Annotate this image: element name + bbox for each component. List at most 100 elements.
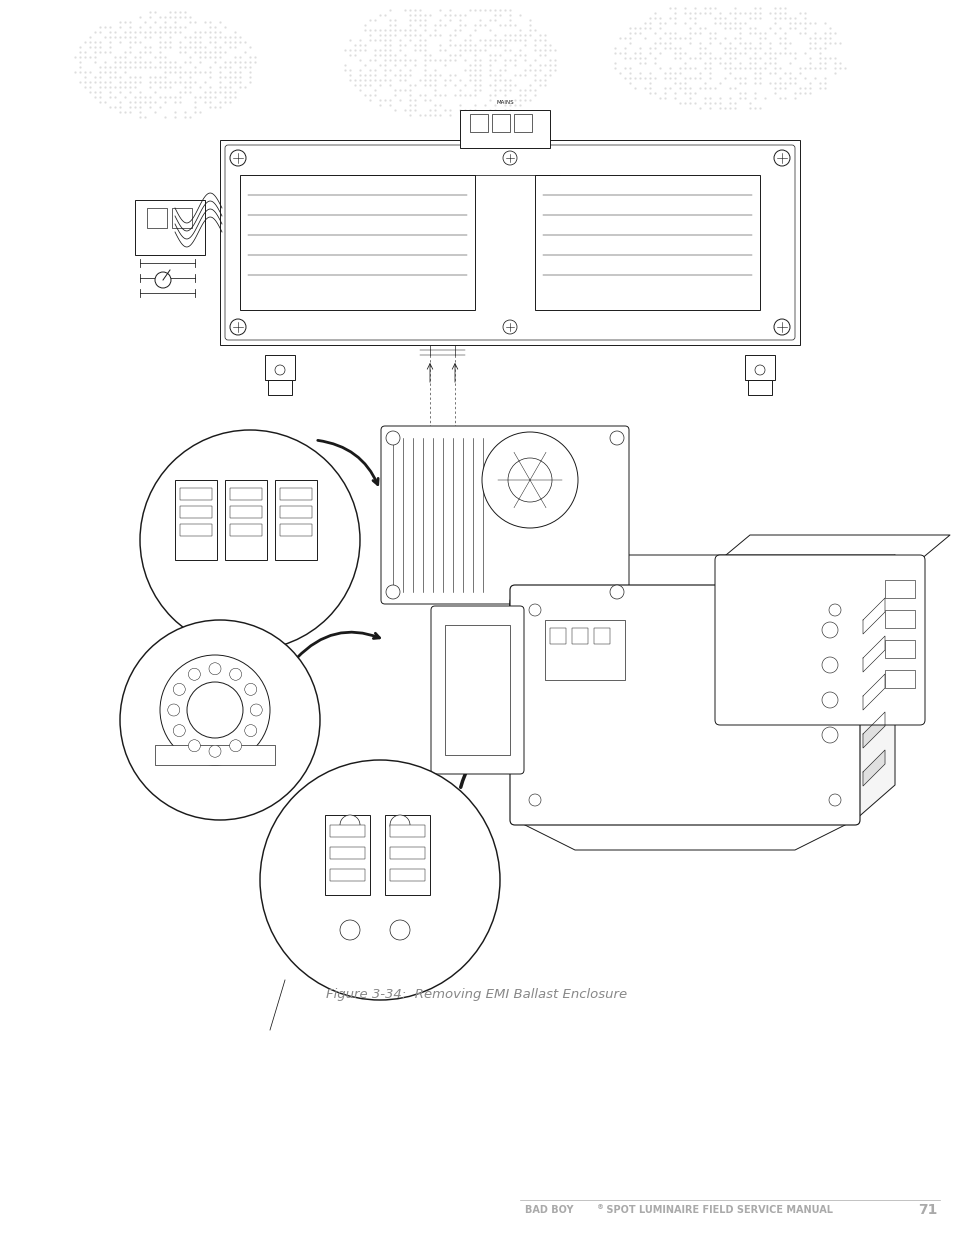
Bar xyxy=(280,506,312,517)
Polygon shape xyxy=(862,750,884,785)
Polygon shape xyxy=(720,535,949,559)
Text: 71: 71 xyxy=(918,1203,937,1216)
Circle shape xyxy=(754,366,764,375)
Circle shape xyxy=(187,682,243,739)
Polygon shape xyxy=(862,713,884,748)
Bar xyxy=(459,110,550,148)
Bar xyxy=(330,825,365,837)
Circle shape xyxy=(821,727,837,743)
Bar xyxy=(274,480,316,559)
Circle shape xyxy=(168,704,179,716)
Circle shape xyxy=(529,604,540,616)
Bar xyxy=(572,629,587,643)
Bar xyxy=(884,580,914,598)
Bar xyxy=(884,640,914,658)
Circle shape xyxy=(120,620,319,820)
Circle shape xyxy=(507,458,552,501)
Circle shape xyxy=(390,815,410,835)
Bar xyxy=(325,815,370,895)
Circle shape xyxy=(230,149,246,165)
Circle shape xyxy=(339,815,359,835)
Bar xyxy=(154,745,274,764)
Bar xyxy=(180,524,212,536)
Circle shape xyxy=(245,725,256,736)
Circle shape xyxy=(821,622,837,638)
Circle shape xyxy=(260,760,499,1000)
Bar xyxy=(174,480,216,559)
Bar xyxy=(444,625,510,755)
FancyBboxPatch shape xyxy=(510,585,859,825)
Circle shape xyxy=(773,319,789,335)
Circle shape xyxy=(502,151,517,165)
FancyBboxPatch shape xyxy=(380,426,628,604)
Bar xyxy=(280,488,312,500)
Circle shape xyxy=(821,692,837,708)
Text: ®: ® xyxy=(597,1204,603,1210)
Bar xyxy=(470,114,488,132)
Bar xyxy=(180,506,212,517)
Circle shape xyxy=(773,149,789,165)
Circle shape xyxy=(828,794,841,806)
Text: BAD BOY: BAD BOY xyxy=(524,1205,573,1215)
Bar xyxy=(390,847,424,860)
Text: SPOT LUMINAIRE FIELD SERVICE MANUAL: SPOT LUMINAIRE FIELD SERVICE MANUAL xyxy=(602,1205,832,1215)
Circle shape xyxy=(230,668,241,680)
Polygon shape xyxy=(862,674,884,710)
Polygon shape xyxy=(515,555,894,590)
Bar xyxy=(535,175,760,310)
Bar xyxy=(135,200,205,254)
Bar xyxy=(390,825,424,837)
Circle shape xyxy=(230,319,246,335)
Bar xyxy=(172,207,192,228)
Bar xyxy=(544,620,624,680)
Circle shape xyxy=(160,655,270,764)
Circle shape xyxy=(250,704,262,716)
Polygon shape xyxy=(862,636,884,672)
Text: MAINS: MAINS xyxy=(496,100,514,105)
Circle shape xyxy=(502,320,517,333)
Bar xyxy=(492,114,510,132)
Bar xyxy=(594,629,609,643)
Circle shape xyxy=(173,683,185,695)
Bar xyxy=(280,524,312,536)
Bar xyxy=(385,815,430,895)
Circle shape xyxy=(609,585,623,599)
Circle shape xyxy=(188,668,200,680)
Circle shape xyxy=(828,604,841,616)
Polygon shape xyxy=(854,555,894,820)
Bar xyxy=(744,354,774,380)
Text: Figure 3-34:  Removing EMI Ballast Enclosure: Figure 3-34: Removing EMI Ballast Enclos… xyxy=(326,988,627,1002)
Bar xyxy=(268,380,292,395)
Bar xyxy=(230,524,262,536)
Bar xyxy=(747,380,771,395)
Bar xyxy=(225,480,267,559)
Bar xyxy=(390,869,424,881)
Circle shape xyxy=(209,663,221,674)
Bar xyxy=(230,488,262,500)
Bar xyxy=(330,869,365,881)
Circle shape xyxy=(481,432,578,529)
Bar xyxy=(884,671,914,688)
Circle shape xyxy=(821,657,837,673)
Circle shape xyxy=(154,272,171,288)
Bar xyxy=(220,140,800,345)
Circle shape xyxy=(390,920,410,940)
Bar xyxy=(550,629,565,643)
Circle shape xyxy=(529,794,540,806)
Bar xyxy=(330,847,365,860)
Bar xyxy=(265,354,294,380)
Bar xyxy=(514,114,532,132)
Bar xyxy=(230,506,262,517)
FancyBboxPatch shape xyxy=(714,555,924,725)
Polygon shape xyxy=(862,598,884,634)
Circle shape xyxy=(188,740,200,752)
Bar xyxy=(884,610,914,629)
Circle shape xyxy=(339,920,359,940)
Circle shape xyxy=(173,725,185,736)
Circle shape xyxy=(230,740,241,752)
Circle shape xyxy=(386,431,399,445)
FancyBboxPatch shape xyxy=(431,606,523,774)
Circle shape xyxy=(609,431,623,445)
Circle shape xyxy=(245,683,256,695)
Bar xyxy=(180,488,212,500)
